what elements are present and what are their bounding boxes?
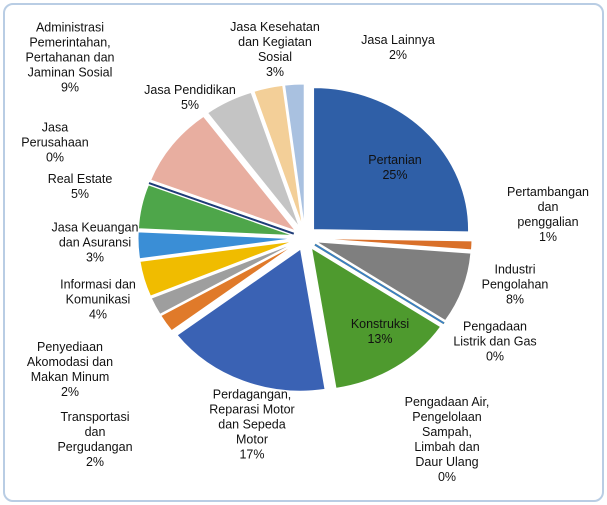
value-label: 0% [485,349,505,364]
value-label: 2% [388,48,408,62]
value-label: 5% [180,98,200,112]
slice-label: Penyediaan Akomodasi dan Makan Minum 2% [27,340,113,400]
category-label: Pengadaan Air, Pengelolaan Sampah, Limba… [404,395,490,469]
category-label: Transportasi dan Pergudangan [57,410,133,454]
pie-slice [253,84,303,227]
value-label: 9% [60,80,80,95]
category-label: Pertambangan dan penggalian [506,185,590,229]
category-label: Administrasi Pemerintahan, Pertahanan da… [25,20,115,80]
value-label: 25% [382,168,408,182]
value-label: 3% [85,250,105,265]
slice-label: Administrasi Pemerintahan, Pertahanan da… [26,21,115,96]
value-label: 0% [45,150,65,165]
slice-label: Pertambangan dan penggalian 1% [507,185,589,245]
value-label: 4% [88,307,108,322]
value-label: 1% [538,230,558,244]
category-label: Jasa Pendidikan [144,83,236,97]
slice-label: Jasa Pendidikan 5% [144,83,236,113]
value-label: 5% [70,187,90,201]
value-label: 2% [85,455,105,469]
value-label: 0% [437,470,457,484]
category-label: Real Estate [47,172,113,186]
slice-label: Jasa Keuangan dan Asuransi 3% [52,221,139,266]
pie-slice [316,241,472,322]
pie-slice [149,115,297,232]
category-label: Pengadaan Listrik dan Gas [453,319,537,349]
pie-slice [206,91,300,228]
category-label: Jasa Perusahaan [21,120,89,150]
slice-label: Pengadaan Air, Pengelolaan Sampah, Limba… [405,395,490,485]
pie-slice [313,87,470,233]
value-label: 13% [367,332,393,346]
slice-label: Industri Pengolahan 8% [482,263,549,308]
category-label: Jasa Lainnya [361,33,435,47]
value-label: 17% [239,447,265,462]
pie-slice [137,231,294,260]
slice-label: Perdagangan, Reparasi Motor dan Sepeda M… [209,388,294,463]
category-label: Industri Pengolahan [481,262,549,292]
slice-label: Transportasi dan Pergudangan 2% [57,410,132,470]
value-label: 8% [505,292,525,307]
pie-slice [284,83,305,227]
pie-slice [316,238,473,251]
frame [3,3,604,502]
slice-label: Informasi dan Komunikasi 4% [60,278,136,323]
category-label: Perdagangan, Reparasi Motor dan Sepeda M… [209,387,295,447]
pie-slice [150,242,295,315]
pie-slice [160,244,296,332]
category-label: Penyediaan Akomodasi dan Makan Minum [26,340,114,384]
category-label: Konstruksi [350,317,410,331]
category-label: Jasa Kesehatan dan Kegiatan Sosial [230,20,320,64]
pie-slice [137,184,294,237]
pie-slice [139,240,294,297]
pie-slice [148,182,295,235]
slice-label: Pengadaan Listrik dan Gas 0% [453,320,536,365]
category-label: Jasa Keuangan dan Asuransi [51,220,139,250]
value-label: 3% [265,65,285,79]
pie-slice [310,247,442,389]
slice-label: Jasa Kesehatan dan Kegiatan Sosial 3% [230,20,320,80]
slice-label: Jasa Lainnya 2% [361,33,435,63]
category-label: Pertanian [368,153,422,167]
slice-label: Real Estate 5% [48,172,113,202]
slice-label: Jasa Perusahaan 0% [21,121,88,166]
slice-label: Konstruksi 13% [351,317,409,347]
value-label: 2% [60,385,80,399]
pie-slice [176,248,326,392]
pie-slice [314,243,445,325]
category-label: Informasi dan Komunikasi [60,277,136,307]
slice-label: Pertanian 25% [368,153,422,183]
